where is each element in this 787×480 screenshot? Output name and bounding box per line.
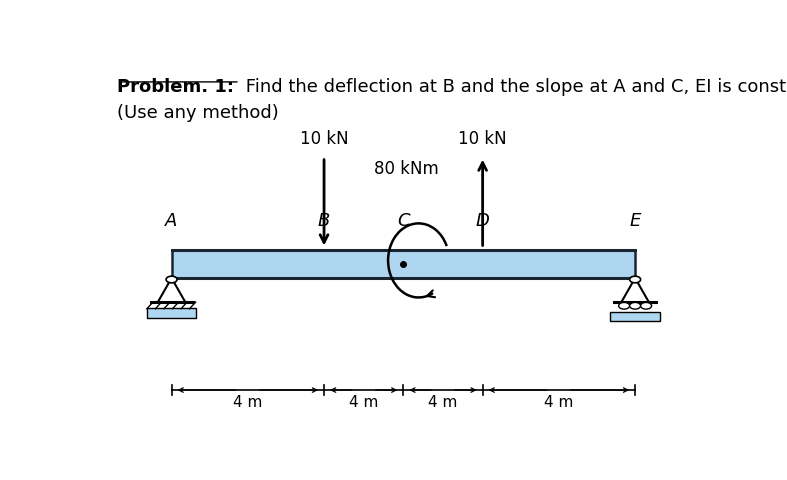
- Text: 4 m: 4 m: [349, 395, 379, 409]
- Text: 10 kN: 10 kN: [300, 130, 349, 148]
- Text: E: E: [630, 212, 641, 229]
- Bar: [172, 251, 635, 278]
- Circle shape: [630, 303, 641, 310]
- Text: Find the deflection at B and the slope at A and C, EI is constant.: Find the deflection at B and the slope a…: [240, 78, 787, 96]
- Polygon shape: [158, 278, 185, 302]
- Polygon shape: [622, 278, 648, 302]
- Text: 4 m: 4 m: [428, 395, 458, 409]
- Text: D: D: [475, 212, 490, 229]
- Text: 80 kNm: 80 kNm: [374, 160, 439, 178]
- Text: B: B: [318, 212, 331, 229]
- Text: A: A: [165, 212, 178, 229]
- Circle shape: [630, 276, 641, 283]
- Circle shape: [641, 303, 652, 310]
- Bar: [147, 308, 196, 318]
- Circle shape: [166, 276, 177, 283]
- Text: 4 m: 4 m: [544, 395, 574, 409]
- Bar: [611, 312, 660, 321]
- Text: C: C: [397, 212, 410, 229]
- Text: (Use any method): (Use any method): [116, 104, 279, 122]
- Text: Problem. 1:: Problem. 1:: [116, 78, 234, 96]
- Circle shape: [619, 303, 630, 310]
- Text: 4 m: 4 m: [233, 395, 263, 409]
- Text: 10 kN: 10 kN: [458, 130, 507, 148]
